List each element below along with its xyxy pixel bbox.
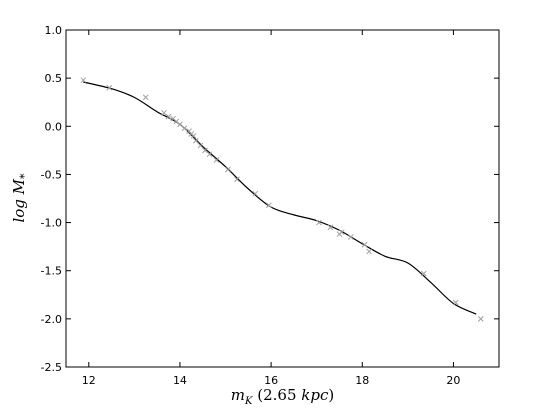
data-point <box>327 224 334 231</box>
data-point <box>361 241 368 248</box>
x-tick-label: 12 <box>82 374 96 387</box>
data-point <box>177 121 183 128</box>
data-point <box>348 234 354 240</box>
data-point <box>316 219 322 226</box>
data-point <box>338 229 345 236</box>
data-point <box>265 202 272 209</box>
y-tick-label: -1.5 <box>41 265 62 278</box>
y-tick-label: -2.0 <box>41 313 62 326</box>
data-point <box>106 84 113 91</box>
data-point <box>366 248 372 255</box>
data-point <box>80 77 87 83</box>
data-point <box>165 113 172 120</box>
data-point <box>193 137 199 144</box>
y-tick-label: 0.0 <box>45 120 63 133</box>
data-point <box>452 299 459 306</box>
data-marks <box>80 77 484 322</box>
data-point <box>234 176 240 183</box>
y-tick-label: -0.5 <box>41 168 62 181</box>
x-tick-label: 14 <box>173 374 187 387</box>
data-point <box>197 142 204 149</box>
data-point <box>420 270 427 277</box>
y-tick-label: 0.5 <box>45 72 63 85</box>
x-axis-label: mK (2.65 kpc) <box>231 386 334 407</box>
x-tick-label: 18 <box>355 374 369 387</box>
data-point <box>224 166 231 173</box>
axis-ticks: 12 14 16 18 20 1.0 0.5 0.0 -0.5 -1.0 -1.5 -2.0 -2.5 <box>41 24 499 387</box>
data-point <box>161 109 167 116</box>
data-point <box>142 94 149 101</box>
y-axis-label: log M* <box>10 173 31 223</box>
data-point <box>190 133 197 139</box>
data-point <box>202 147 208 154</box>
data-point <box>213 157 220 163</box>
fit-line <box>83 81 477 315</box>
y-tick-label: 1.0 <box>45 24 63 37</box>
data-point <box>173 118 180 125</box>
x-tick-label: 20 <box>446 374 460 387</box>
plot-area <box>65 29 500 368</box>
data-point <box>252 190 259 197</box>
y-tick-label: -2.5 <box>41 361 62 374</box>
data-point <box>206 151 213 158</box>
data-point <box>181 125 188 132</box>
y-tick-label: -1.0 <box>41 217 62 230</box>
data-point <box>477 316 484 322</box>
x-tick-label: 16 <box>264 374 278 387</box>
